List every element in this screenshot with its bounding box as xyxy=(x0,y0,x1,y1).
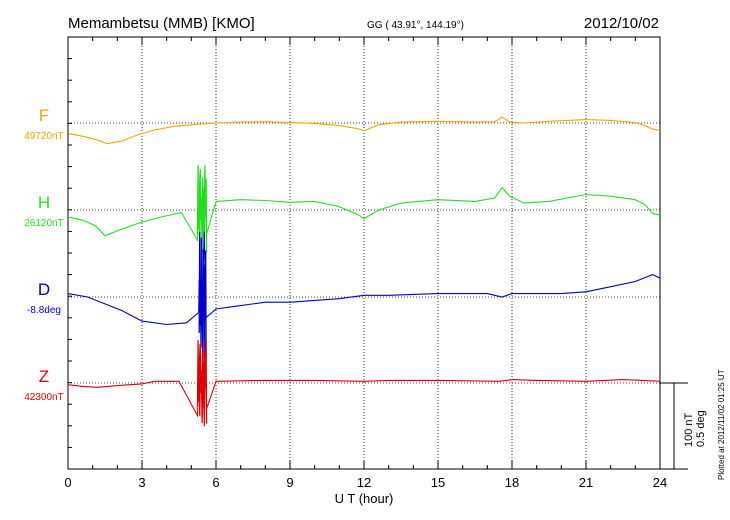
series-baseline-F: 49720nT xyxy=(24,131,63,142)
series-line-H xyxy=(67,165,661,245)
x-tick-label-24: 24 xyxy=(653,475,667,490)
x-tick-labels: 0 3 6 9 12 15 18 21 24 xyxy=(64,475,667,490)
x-tick-label-18: 18 xyxy=(505,475,519,490)
x-tick-label-15: 15 xyxy=(431,475,445,490)
series-letter-Z: Z xyxy=(39,367,49,386)
series-group xyxy=(67,116,661,427)
x-tick-label-0: 0 xyxy=(64,475,71,490)
scale-nt-label: 100 nT xyxy=(683,412,695,447)
x-tick-label-12: 12 xyxy=(357,475,371,490)
series-burst-Z xyxy=(196,340,208,427)
series-letter-D: D xyxy=(38,280,50,299)
gridlines xyxy=(68,37,660,469)
series-letter-H: H xyxy=(38,193,50,212)
series-labels: F 49720nT H 26120nT D -8.8deg Z 42300nT xyxy=(24,106,63,403)
scale-deg-label: 0.5 deg xyxy=(695,410,707,447)
x-tick-label-9: 9 xyxy=(286,475,293,490)
station-title: Memambetsu (MMB) [KMO] xyxy=(68,15,255,32)
x-tick-label-3: 3 xyxy=(138,475,145,490)
series-baseline-D: -8.8deg xyxy=(27,305,61,316)
date-label: 2012/10/02 xyxy=(584,15,659,32)
coordinates: GG ( 43.91°, 144.19°) xyxy=(367,20,464,31)
x-tick-label-6: 6 xyxy=(212,475,219,490)
series-line-Z xyxy=(67,339,661,418)
series-letter-F: F xyxy=(39,106,49,125)
series-baseline-Z: 42300nT xyxy=(24,392,63,403)
series-baseline-H: 26120nT xyxy=(24,218,63,229)
plotted-at-note: Plotted at 2012/11/02 01:25 UT xyxy=(717,369,726,480)
x-tick-label-21: 21 xyxy=(579,475,593,490)
series-line-F xyxy=(67,116,661,145)
axis-ticks xyxy=(67,36,661,469)
series-line-D xyxy=(67,231,661,332)
x-axis-label: U T (hour) xyxy=(335,491,394,506)
